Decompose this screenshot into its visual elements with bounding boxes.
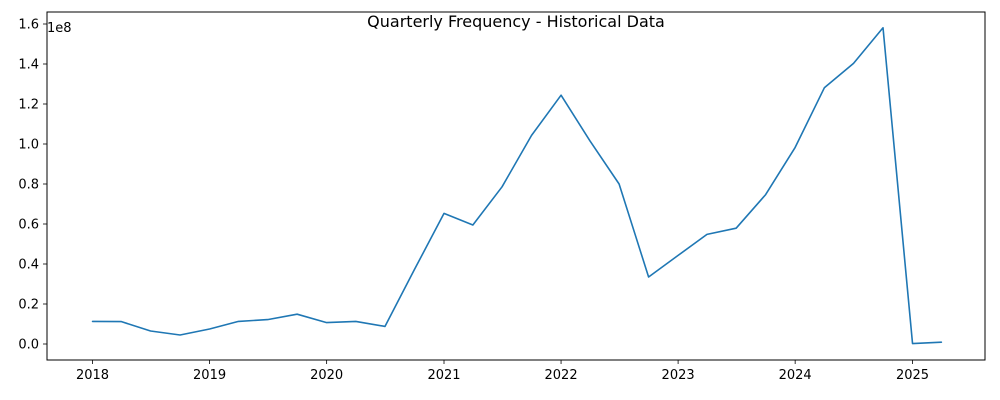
y-tick-label: 1.2	[18, 98, 39, 113]
y-tick-label: 1.6	[18, 18, 39, 33]
series-layer	[91, 26, 943, 345]
x-tick-label: 2021	[427, 368, 460, 383]
x-tick-label: 2025	[896, 368, 929, 383]
y-tick-label: 1.0	[18, 138, 39, 153]
y-axis-offset-label: 1e8	[47, 21, 72, 36]
y-tick-label: 0.8	[18, 178, 39, 193]
y-tick-label: 0.0	[18, 338, 39, 353]
plot-area-frame	[46, 11, 986, 361]
x-tick-label: 2018	[76, 368, 109, 383]
axis-ticks: 2018 2019 2020 2021 2022 2023 2024 2025 0.0 0.2 0.…	[18, 18, 929, 384]
x-tick-label: 2023	[662, 368, 695, 383]
y-tick-label: 0.6	[18, 218, 39, 233]
x-tick-label: 2019	[193, 368, 226, 383]
x-tick-label: 2022	[545, 368, 578, 383]
series-line	[91, 26, 943, 345]
x-tick-label: 2020	[310, 368, 343, 383]
y-tick-label: 0.2	[18, 298, 39, 313]
chart-title: Quarterly Frequency - Historical Data	[367, 12, 665, 31]
y-tick-label: 0.4	[18, 258, 39, 273]
x-tick-label: 2024	[779, 368, 812, 383]
y-tick-label: 1.4	[18, 58, 39, 73]
